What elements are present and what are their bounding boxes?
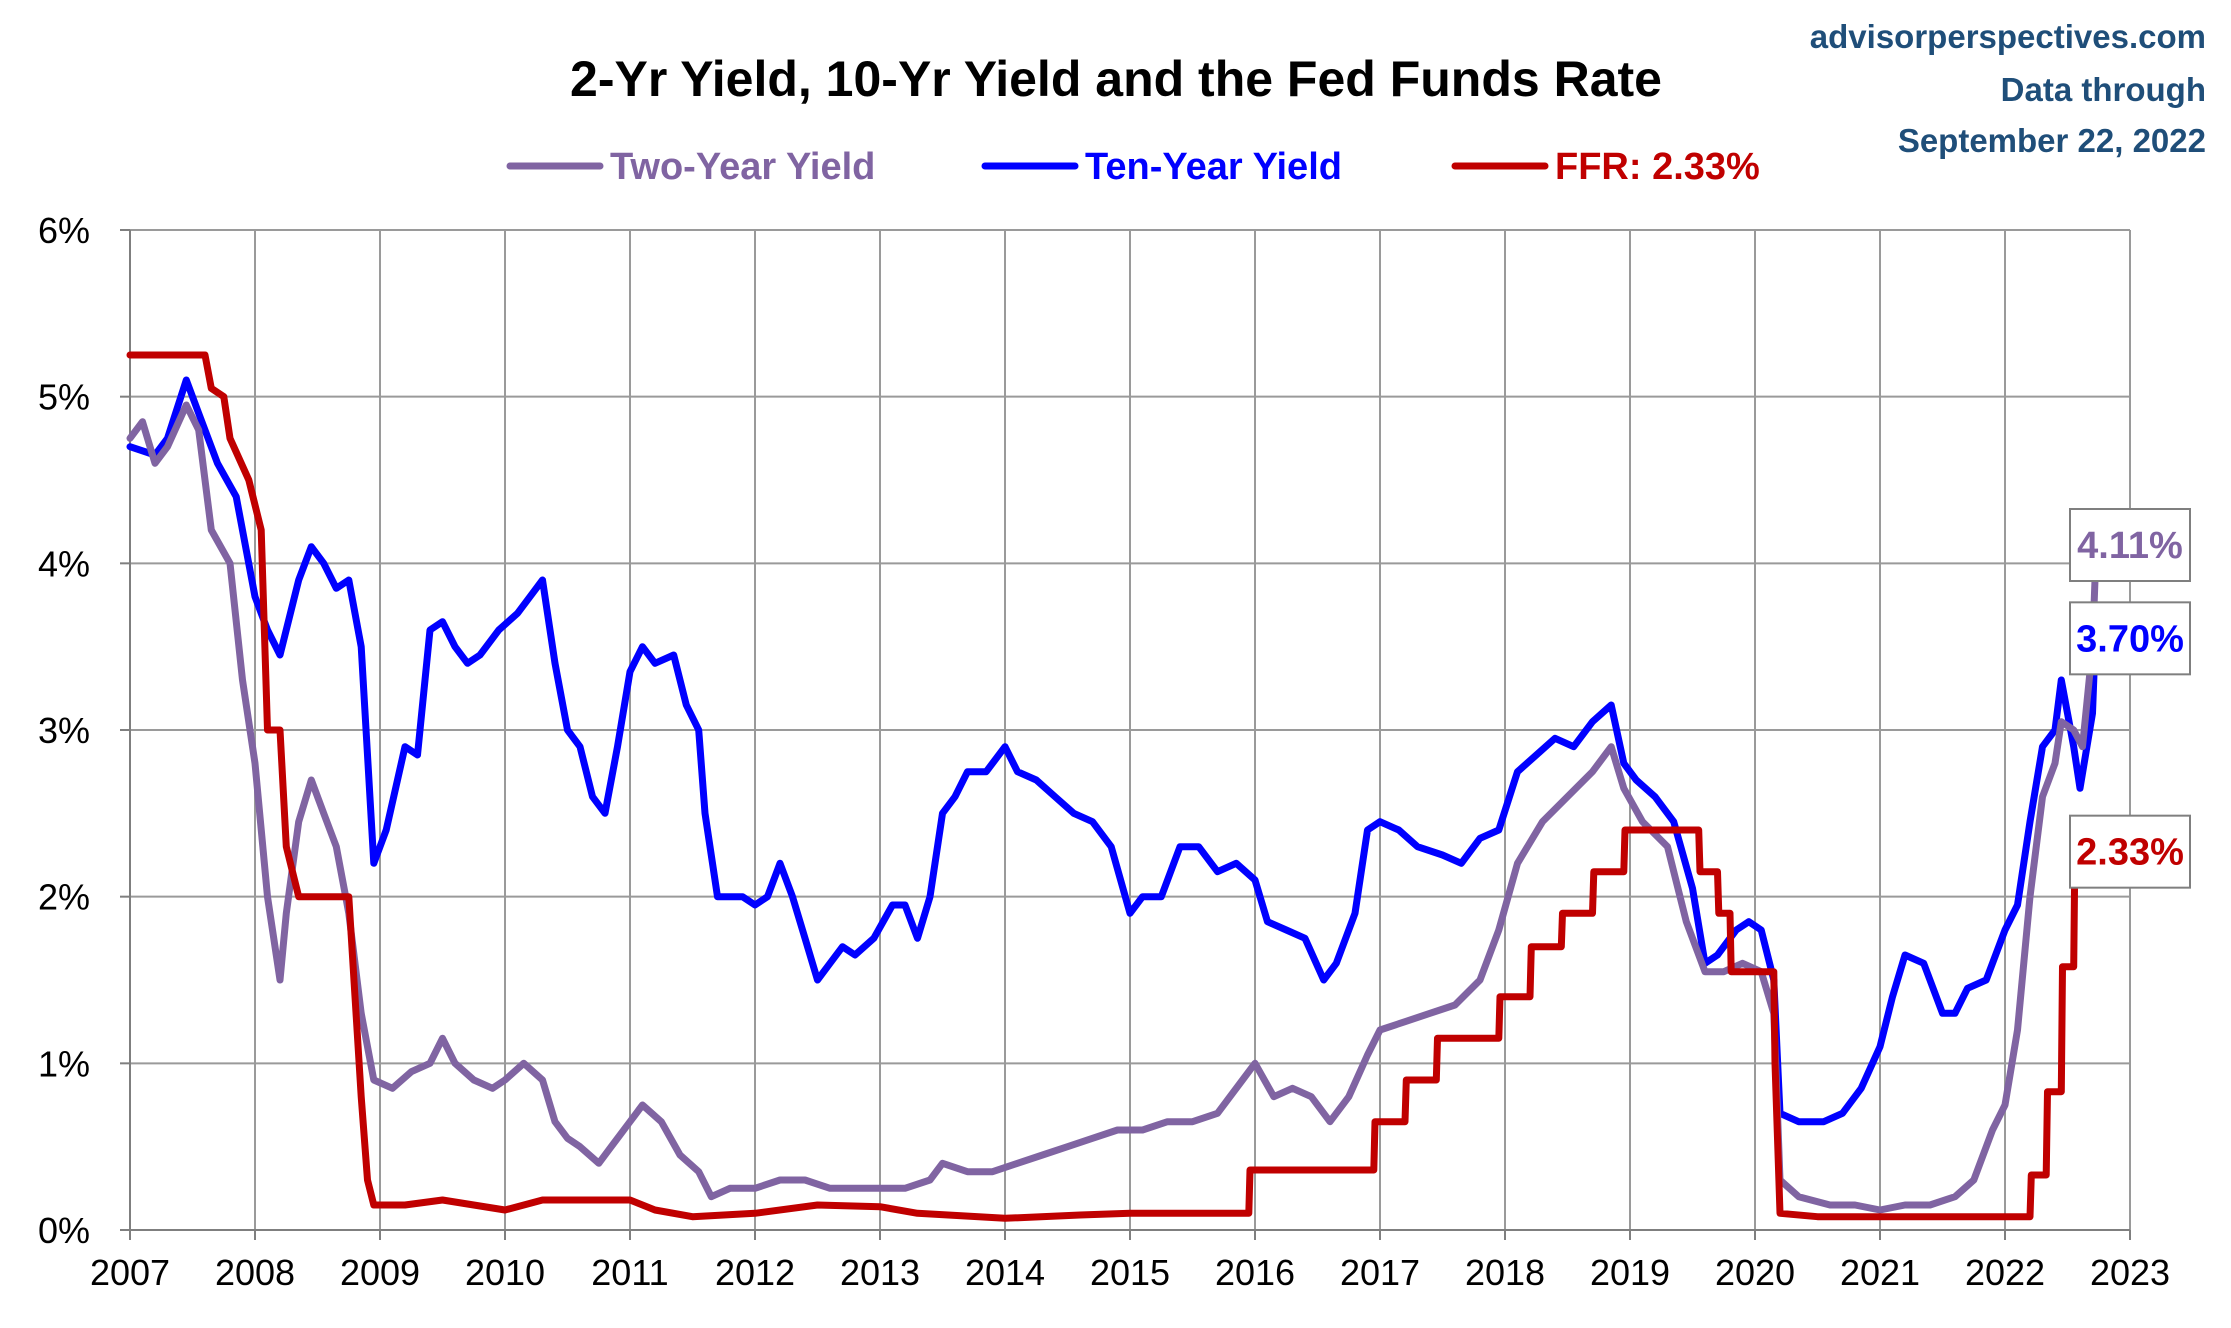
x-tick-label-2019: 2019 <box>1590 1252 1670 1293</box>
x-tick-label-2013: 2013 <box>840 1252 920 1293</box>
end-label-box-two-year-yield <box>2069 508 2191 582</box>
y-tick-label-2: 2% <box>38 877 90 918</box>
series-line-ffr <box>126 351 2100 1222</box>
x-tick-label-2021: 2021 <box>1840 1252 1920 1293</box>
end-label-ten-year-yield: 3.70% <box>2076 618 2184 660</box>
data-through-label: Data through <box>2001 71 2206 108</box>
source-label: advisorperspectives.com <box>1810 18 2206 55</box>
x-tick-label-2022: 2022 <box>1965 1252 2045 1293</box>
x-tick-label-2007: 2007 <box>90 1252 170 1293</box>
end-label-ffr: 2.33% <box>2076 832 2184 874</box>
y-tick-label-4: 4% <box>38 543 90 584</box>
y-tick-label-3: 3% <box>38 710 90 751</box>
y-tick-label-5: 5% <box>38 377 90 418</box>
x-tick-label-2018: 2018 <box>1465 1252 1545 1293</box>
end-label-two-year-yield: 4.11% <box>2077 525 2183 567</box>
x-tick-label-2011: 2011 <box>591 1252 668 1293</box>
end-label-box-ten-year-yield <box>2069 601 2191 676</box>
end-label-box-ffr <box>2069 814 2191 889</box>
x-tick-label-2008: 2008 <box>215 1252 295 1293</box>
x-tick-label-2023: 2023 <box>2090 1252 2170 1293</box>
x-tick-label-2014: 2014 <box>965 1252 1045 1293</box>
series-line-two-year-yield <box>126 401 2100 1214</box>
legend-label-ffr: FFR: 2.33% <box>1555 146 1760 188</box>
x-tick-label-2010: 2010 <box>465 1252 545 1293</box>
data-date-label: September 22, 2022 <box>1898 122 2206 159</box>
x-tick-label-2009: 2009 <box>340 1252 420 1293</box>
x-tick-label-2012: 2012 <box>715 1252 795 1293</box>
gridlines <box>129 229 2131 1231</box>
legend: Two-Year Yield Ten-Year Yield FFR: 2.33% <box>506 146 1760 188</box>
y-tick-label-0: 0% <box>38 1210 90 1251</box>
x-tick-label-2015: 2015 <box>1090 1252 1170 1293</box>
x-tick-label-2016: 2016 <box>1215 1252 1295 1293</box>
end-labels: 4.11% 3.70% 2.33% <box>2069 508 2191 889</box>
y-tick-label-1: 1% <box>38 1043 90 1084</box>
series-line-ten-year-yield <box>126 376 2100 1126</box>
x-tick-label-2020: 2020 <box>1715 1252 1795 1293</box>
legend-label-two-year: Two-Year Yield <box>610 146 875 188</box>
series-lines <box>126 351 2100 1222</box>
x-tick-label-2017: 2017 <box>1340 1252 1420 1293</box>
chart-title: 2-Yr Yield, 10-Yr Yield and the Fed Fund… <box>570 51 1662 107</box>
legend-label-ten-year: Ten-Year Yield <box>1085 146 1342 188</box>
axes: 2007 2008 2009 2010 2011 2012 2013 2014 2015 2016… <box>38 210 2170 1293</box>
y-tick-label-6: 6% <box>38 210 90 251</box>
